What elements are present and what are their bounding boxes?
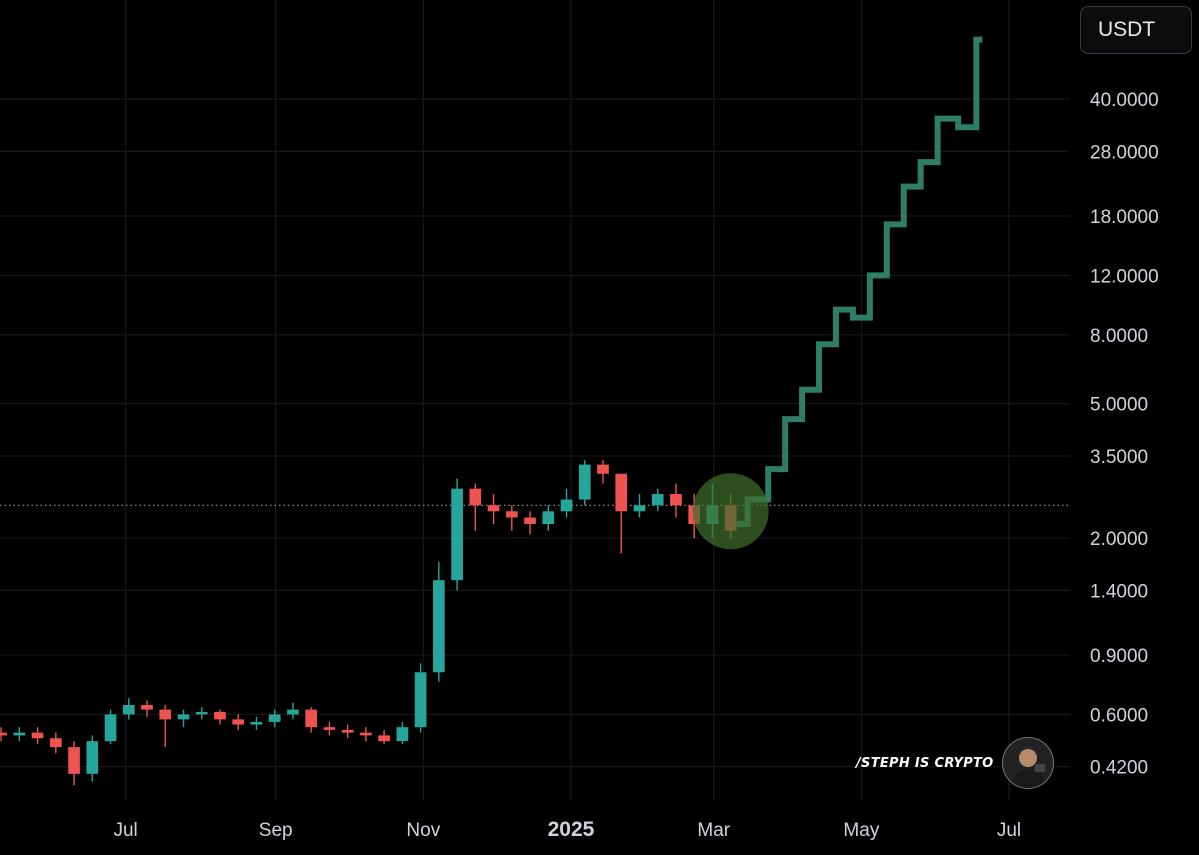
candle-body — [214, 712, 226, 720]
candle-body — [323, 727, 336, 730]
x-tick-label: Jul — [113, 820, 137, 841]
y-tick-label: 0.4200 — [1090, 758, 1148, 779]
candle-body — [469, 488, 482, 506]
candle-body — [378, 735, 390, 742]
candle-body — [195, 712, 208, 715]
candle-body — [360, 732, 372, 736]
x-tick-label: May — [843, 820, 879, 841]
y-tick-label: 2.0000 — [1090, 529, 1148, 550]
candle-body — [305, 709, 318, 728]
candle-body — [68, 747, 80, 774]
candle-body — [651, 494, 664, 506]
candle-body — [177, 714, 190, 720]
candle-body — [560, 499, 573, 512]
y-tick-label: 18.0000 — [1090, 207, 1159, 228]
y-tick-label: 0.9000 — [1090, 646, 1148, 667]
candle-body — [232, 719, 245, 725]
currency-unit-button[interactable]: USDT — [1080, 6, 1192, 54]
projection — [735, 36, 983, 528]
projection-path — [735, 36, 983, 528]
candle-body — [597, 464, 609, 474]
highlight-circle — [692, 473, 769, 550]
candles — [0, 460, 737, 786]
candle-body — [670, 494, 682, 506]
candle-body — [250, 721, 263, 725]
candle-body — [578, 464, 591, 500]
candle-body — [615, 473, 628, 512]
y-tick-label: 12.0000 — [1090, 266, 1159, 287]
candle-body — [505, 511, 518, 518]
candle-body — [141, 704, 153, 710]
x-axis[interactable]: ayJulSepNov2025MarMayJul — [0, 818, 1021, 841]
y-tick-label: 3.5000 — [1090, 447, 1148, 468]
candle-body — [524, 517, 536, 525]
candle-body — [268, 714, 281, 722]
candle-body — [0, 732, 7, 736]
candle-body — [433, 580, 445, 673]
candle-body — [287, 709, 299, 715]
watermark: /STEPH IS CRYPTO — [856, 737, 1054, 789]
x-tick-label: Jul — [997, 820, 1021, 841]
y-tick-label: 1.4000 — [1090, 581, 1148, 602]
y-tick-label: 28.0000 — [1090, 142, 1159, 163]
y-tick-label: 40.0000 — [1090, 90, 1159, 111]
candle-body — [49, 738, 62, 748]
y-axis[interactable]: 40.0000 28.0000 18.0000 12.0000 8.0000 5.0000… — [1090, 90, 1159, 779]
candle-body — [396, 727, 409, 742]
candle-body — [487, 505, 500, 512]
y-tick-label: 8.0000 — [1090, 326, 1148, 347]
x-tick-label: Sep — [259, 820, 293, 841]
candle-body — [104, 714, 117, 742]
candle-body — [414, 672, 427, 728]
y-tick-label: 5.0000 — [1090, 395, 1148, 416]
highlight-circle-group — [692, 473, 769, 550]
candle-body — [122, 704, 135, 715]
y-tick-label: 0.6000 — [1090, 705, 1148, 726]
candle-body — [86, 741, 99, 774]
avatar — [1001, 737, 1054, 789]
candle-body — [13, 732, 26, 736]
candle-body — [31, 732, 44, 739]
grid-lines — [0, 0, 1070, 800]
candle-body — [341, 729, 354, 733]
watermark-text: /STEPH IS CRYPTO — [856, 755, 994, 771]
candle-body — [633, 505, 646, 512]
x-tick-label: 2025 — [548, 818, 595, 841]
x-tick-label: Mar — [697, 820, 730, 841]
x-tick-label: Nov — [406, 820, 440, 841]
candle-body — [451, 488, 463, 581]
candle-body — [159, 709, 172, 720]
candle-body — [542, 511, 555, 525]
